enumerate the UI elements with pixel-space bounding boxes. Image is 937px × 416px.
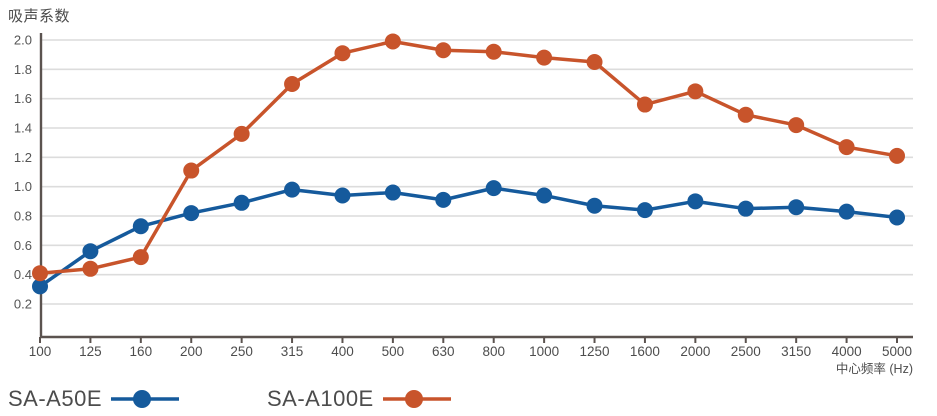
y-axis-title: 吸声系数 xyxy=(8,8,71,25)
x-tick-label: 160 xyxy=(130,344,153,359)
y-tick-label: 1.2 xyxy=(14,150,32,165)
series-line-sa-a100e xyxy=(38,39,899,275)
data-point-sa-a100e xyxy=(384,33,401,50)
data-point-sa-a50e xyxy=(536,187,553,204)
x-tick-label: 630 xyxy=(432,344,455,359)
data-point-sa-a100e xyxy=(737,106,754,123)
chart-legend: SA-A50E SA-A100E xyxy=(0,382,937,416)
data-point-sa-a50e xyxy=(435,191,452,208)
data-point-sa-a100e xyxy=(435,42,452,59)
data-point-sa-a100e xyxy=(889,147,905,164)
y-tick-label: 1.6 xyxy=(14,91,32,106)
y-tick-label: 0.4 xyxy=(14,267,32,282)
data-point-sa-a50e xyxy=(233,194,250,211)
data-point-sa-a50e xyxy=(687,193,704,210)
x-tick-label: 2500 xyxy=(731,344,761,359)
x-tick-label: 1600 xyxy=(630,344,660,359)
y-tick-label: 2.0 xyxy=(14,33,32,48)
data-point-sa-a100e xyxy=(838,139,855,156)
data-point-sa-a50e xyxy=(838,203,855,220)
legend-label-sa-a50e: SA-A50E xyxy=(8,386,102,411)
data-point-sa-a50e xyxy=(788,199,805,216)
legend-item-sa-a50e: SA-A50E xyxy=(8,386,181,412)
legend-item-sa-a100e: SA-A100E xyxy=(267,386,453,412)
x-tick-label: 1000 xyxy=(529,344,559,359)
data-point-sa-a100e xyxy=(32,265,48,282)
data-point-sa-a100e xyxy=(82,260,99,277)
data-point-sa-a100e xyxy=(636,96,653,113)
data-point-sa-a50e xyxy=(737,200,754,217)
x-tick-label: 315 xyxy=(281,344,304,359)
y-tick-label: 0.6 xyxy=(14,238,32,253)
line-chart-plot: 0.2 0.4 0.6 0.8 1.0 1.2 1.4 1.6 1.8 2.0 100 125 160 2… xyxy=(14,33,913,376)
series-line-sa-a50e xyxy=(38,186,899,289)
data-point-sa-a50e xyxy=(384,184,401,201)
data-point-sa-a100e xyxy=(233,125,250,142)
data-point-sa-a50e xyxy=(32,278,48,295)
x-tick-label: 5000 xyxy=(882,344,912,359)
x-axis-title: 中心频率 (Hz) xyxy=(836,361,913,376)
data-point-sa-a50e xyxy=(284,181,301,198)
x-tick-label: 800 xyxy=(482,344,505,359)
x-tick-label: 4000 xyxy=(832,344,862,359)
data-point-sa-a100e xyxy=(284,76,301,93)
data-point-sa-a100e xyxy=(334,45,351,62)
x-tick-label: 250 xyxy=(230,344,253,359)
x-tick-label: 2000 xyxy=(680,344,710,359)
data-point-sa-a100e xyxy=(788,117,805,134)
y-tick-label: 1.0 xyxy=(14,179,32,194)
y-tick-label: 1.8 xyxy=(14,62,32,77)
x-tick-label: 200 xyxy=(180,344,203,359)
x-tick-label: 100 xyxy=(29,344,52,359)
data-point-sa-a50e xyxy=(636,202,653,219)
y-tick-label: 1.4 xyxy=(14,121,32,136)
x-tick-label: 125 xyxy=(79,344,102,359)
data-point-sa-a50e xyxy=(334,187,351,204)
data-point-sa-a50e xyxy=(889,209,905,226)
y-tick-label: 0.2 xyxy=(14,297,32,312)
data-point-sa-a50e xyxy=(485,180,502,197)
y-tick-label: 0.8 xyxy=(14,209,32,224)
x-tick-label: 500 xyxy=(382,344,405,359)
data-point-sa-a50e xyxy=(586,197,603,214)
data-point-sa-a100e xyxy=(687,83,704,100)
data-point-sa-a100e xyxy=(586,54,603,71)
data-point-sa-a100e xyxy=(132,249,149,266)
data-point-sa-a100e xyxy=(536,49,553,66)
data-point-sa-a50e xyxy=(132,218,149,235)
data-point-sa-a100e xyxy=(485,43,502,60)
x-tick-label: 400 xyxy=(331,344,354,359)
x-tick-label: 3150 xyxy=(781,344,811,359)
legend-label-sa-a100e: SA-A100E xyxy=(267,386,374,411)
x-tick-label: 1250 xyxy=(580,344,610,359)
data-point-sa-a100e xyxy=(183,162,200,179)
legend-marker-sa-a100e xyxy=(382,390,451,408)
legend-marker-sa-a50e xyxy=(111,390,179,408)
data-point-sa-a50e xyxy=(82,243,99,260)
data-point-sa-a50e xyxy=(183,205,200,222)
